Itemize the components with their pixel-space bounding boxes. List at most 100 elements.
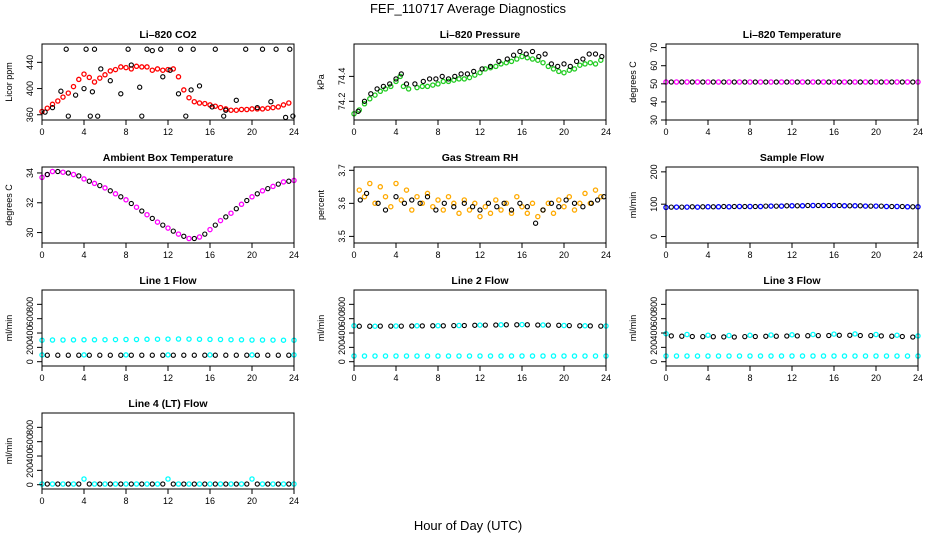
raw-point (133, 63, 140, 70)
raw-point (275, 104, 282, 110)
average-point (398, 323, 404, 329)
average-point (223, 352, 229, 358)
average-point (441, 200, 447, 206)
x-tick-label: 24 (913, 127, 923, 137)
average-point (107, 78, 113, 84)
average-point (847, 332, 853, 338)
raw-point (705, 332, 711, 338)
raw-point (81, 352, 87, 358)
average-point (125, 46, 131, 52)
y-tick-label: 600 (649, 311, 659, 326)
x-tick-label: 12 (163, 250, 173, 260)
raw-point (726, 353, 732, 359)
x-tick-label: 8 (435, 127, 440, 137)
raw-point (367, 96, 373, 102)
y-tick-label: 360 (25, 107, 35, 122)
raw-point (91, 79, 98, 85)
raw-point (477, 322, 483, 328)
y-tick-label: 0 (649, 359, 659, 364)
raw-point (799, 353, 806, 359)
x-tick-label: 12 (475, 373, 485, 383)
average-point (826, 332, 832, 339)
average-point (496, 58, 502, 65)
raw-point (60, 169, 66, 175)
average-point (254, 104, 260, 111)
average-point (545, 322, 551, 328)
x-tick-label: 16 (205, 127, 215, 137)
raw-point (123, 481, 129, 487)
raw-point (556, 197, 562, 203)
average-point (139, 352, 145, 358)
raw-point (160, 67, 166, 73)
x-tick-label: 0 (351, 250, 356, 260)
raw-point (684, 79, 690, 85)
raw-point (81, 476, 87, 482)
raw-point (747, 203, 753, 210)
average-point (710, 79, 716, 85)
average-point (469, 204, 476, 210)
average-point (160, 481, 166, 487)
raw-point (820, 79, 827, 85)
raw-point (904, 204, 911, 210)
raw-point (684, 204, 690, 210)
raw-point (503, 200, 510, 207)
average-point (805, 333, 811, 339)
raw-point (400, 83, 407, 90)
raw-point (535, 213, 541, 220)
average-point (107, 188, 113, 194)
average-point (721, 203, 727, 210)
raw-point (768, 332, 774, 338)
average-point (202, 352, 208, 358)
raw-point (445, 353, 452, 359)
chart-title: Line 3 Flow (763, 275, 821, 287)
raw-point (165, 476, 171, 482)
average-point (190, 46, 196, 52)
average-point (742, 79, 748, 85)
average-point (710, 334, 716, 340)
y-axis-label: ml/min (628, 192, 638, 219)
raw-point (123, 64, 129, 71)
average-point (177, 46, 184, 52)
x-tick-label: 16 (829, 250, 839, 260)
raw-point (461, 197, 468, 203)
average-point (548, 61, 555, 67)
average-point (368, 91, 374, 97)
y-axis-label: degrees C (628, 61, 638, 103)
raw-point (571, 353, 578, 359)
raw-point (207, 481, 213, 487)
average-point (482, 322, 488, 328)
raw-point (810, 331, 816, 338)
raw-point (430, 82, 436, 88)
average-point (540, 207, 546, 213)
raw-point (487, 210, 494, 217)
average-point (55, 352, 61, 358)
raw-point (81, 71, 87, 77)
x-tick-label: 24 (601, 127, 611, 137)
raw-point (592, 353, 599, 359)
raw-point (133, 481, 140, 487)
raw-point (196, 100, 203, 106)
raw-point (747, 332, 753, 339)
average-point (668, 333, 674, 339)
raw-point (154, 481, 161, 487)
x-tick-label: 24 (289, 373, 299, 383)
x-tick-label: 16 (517, 250, 527, 260)
x-tick-label: 8 (747, 373, 752, 383)
average-point (878, 203, 884, 209)
raw-point (466, 207, 473, 213)
y-tick-label: 0 (649, 234, 659, 239)
average-point (286, 481, 292, 487)
average-point (561, 61, 567, 67)
average-point (244, 197, 250, 204)
raw-point (238, 481, 245, 487)
x-tick-label: 12 (163, 496, 173, 506)
average-point (243, 46, 249, 52)
average-point (826, 79, 832, 85)
y-tick-label: 200 (337, 340, 347, 355)
raw-point (545, 200, 552, 207)
chart-panel: Li–820 Pressure kPa 0 4 8 12 16 20 24 74.2 74.4 (316, 29, 611, 137)
average-point (183, 113, 189, 119)
raw-point (70, 171, 77, 178)
average-point (139, 481, 145, 487)
raw-point (249, 476, 255, 482)
